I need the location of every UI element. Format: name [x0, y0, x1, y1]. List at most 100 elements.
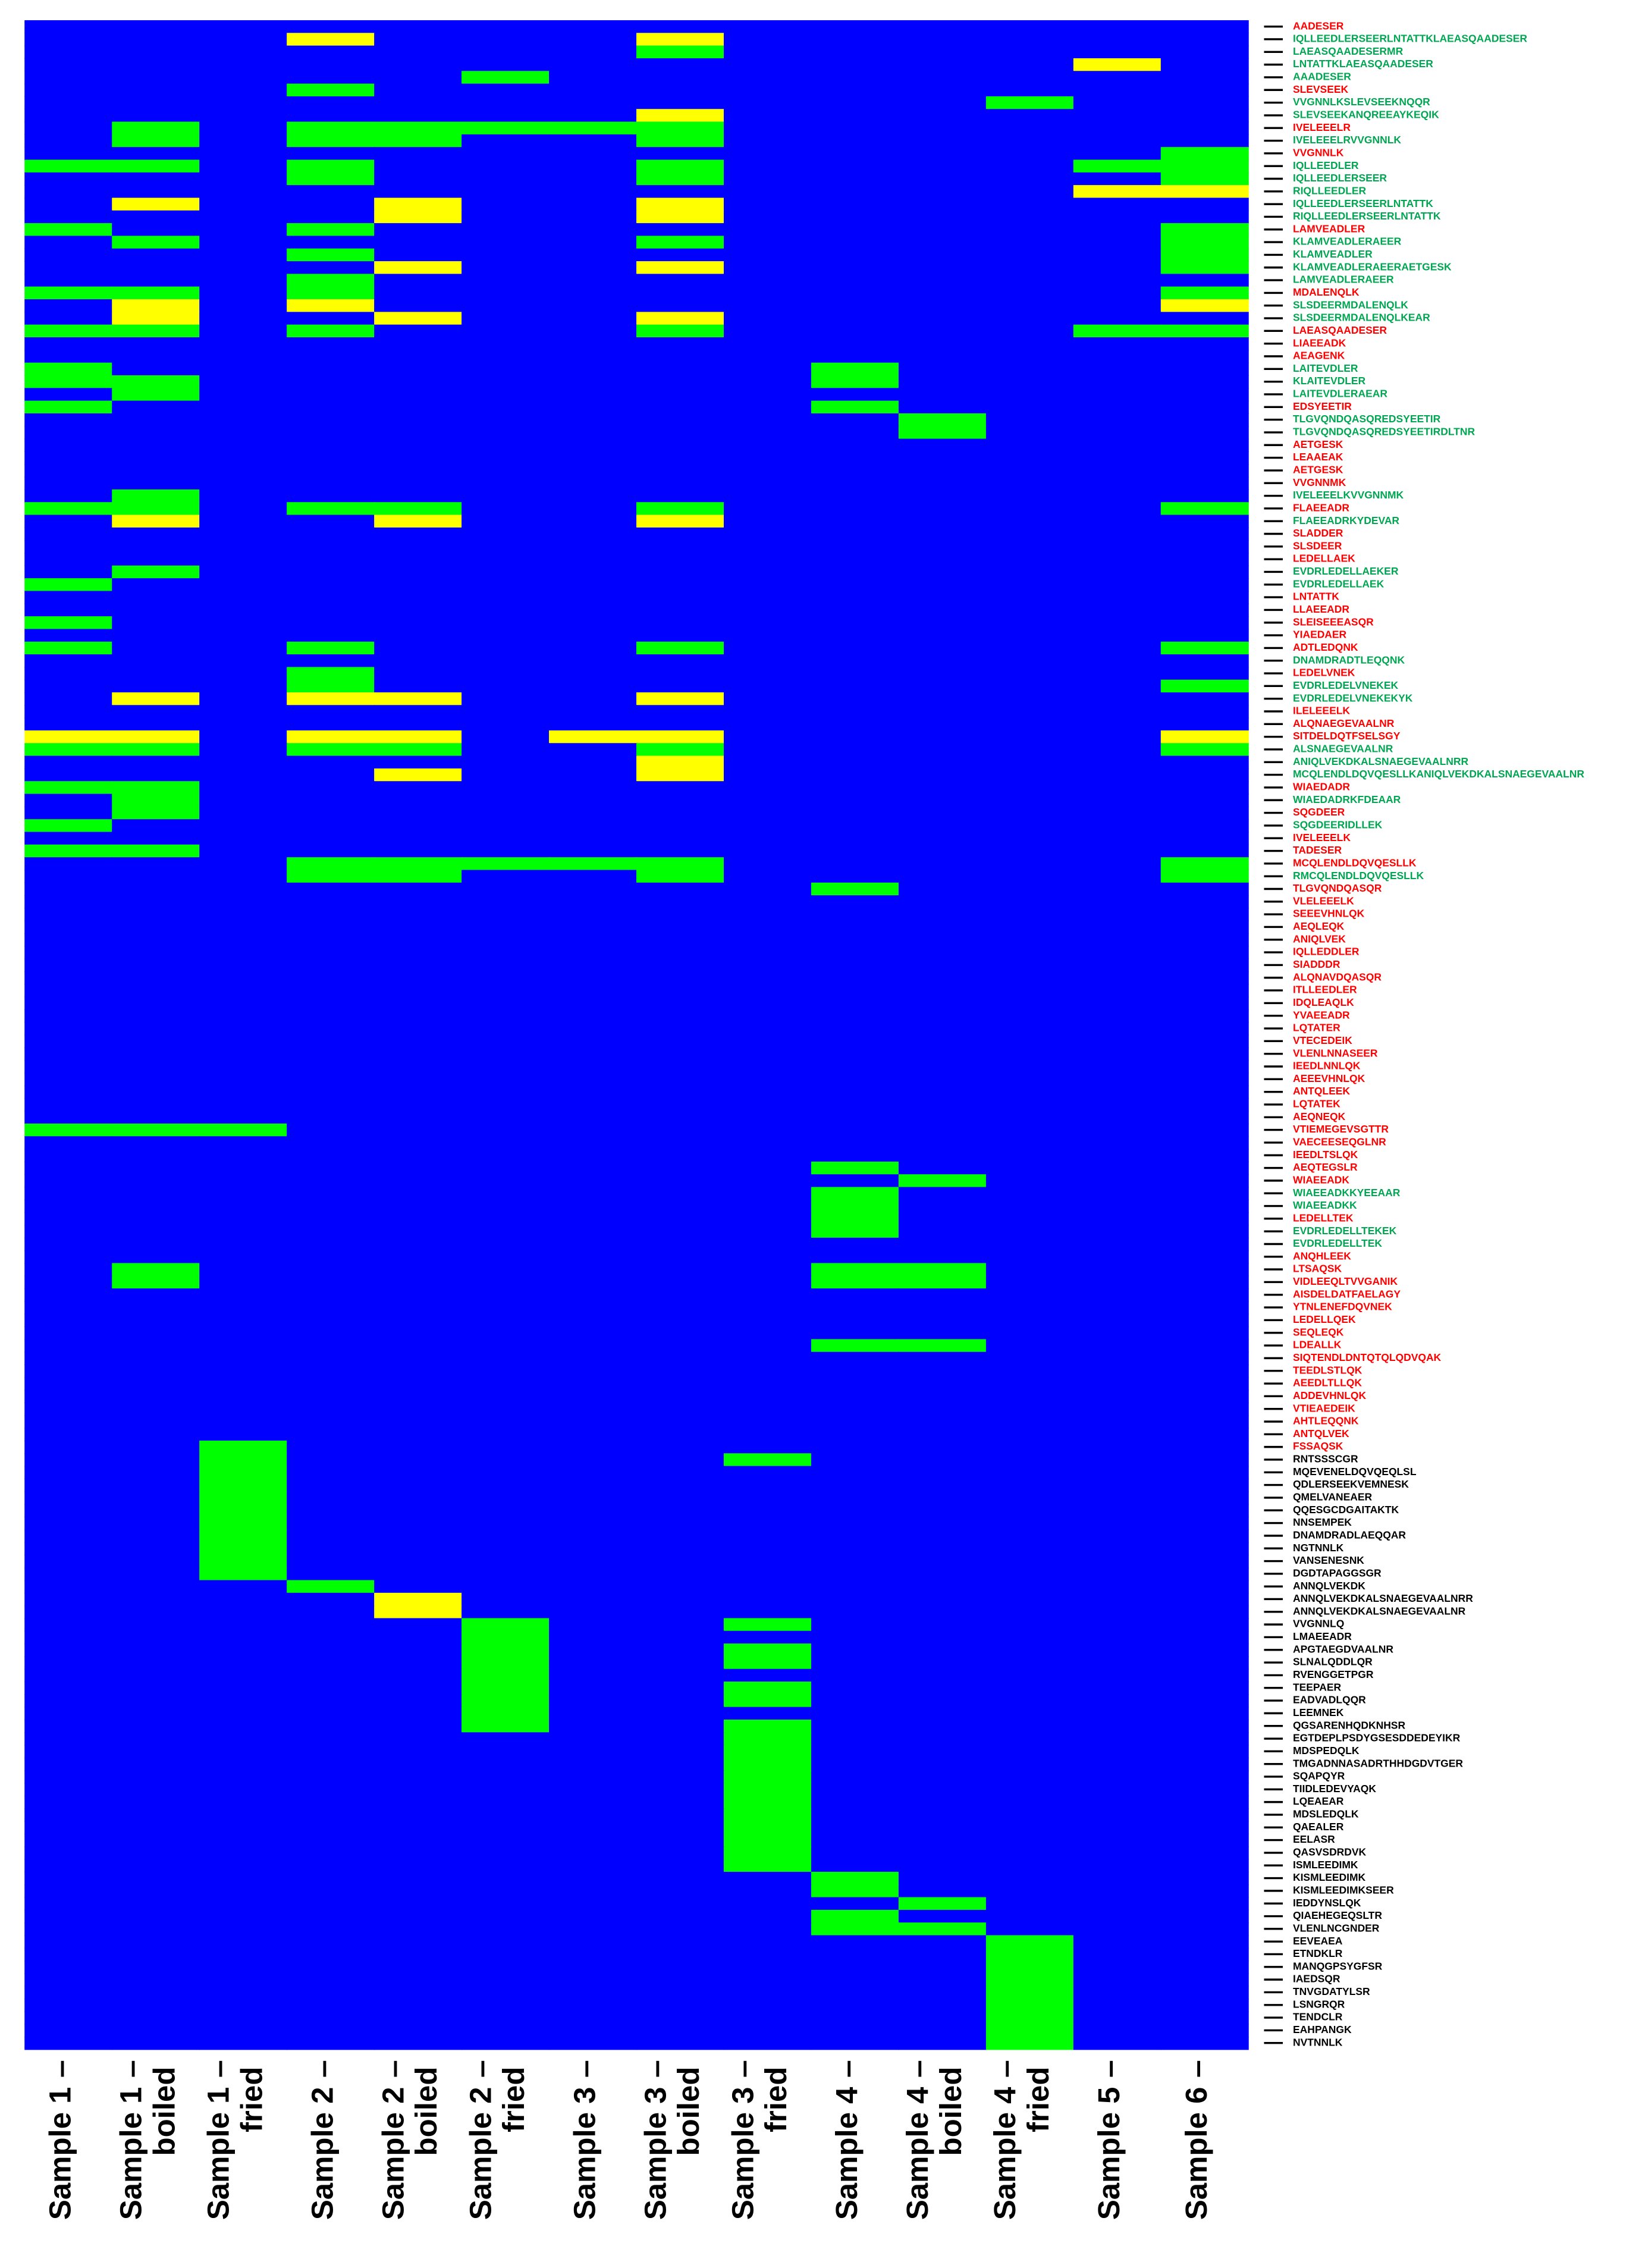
cell: [636, 1161, 724, 1175]
cell: [549, 1364, 637, 1378]
cell: [1160, 1403, 1249, 1416]
cell: [287, 223, 375, 237]
cell: [985, 1960, 1074, 1974]
row-label: VIDLEEQLTVVGANIK: [1293, 1275, 1398, 1287]
cell: [199, 565, 288, 579]
cell: [811, 147, 899, 161]
cell: [723, 1085, 812, 1099]
row-label: RMCQLENDLDQVQESLLK: [1293, 870, 1424, 882]
cell: [287, 45, 375, 59]
cell: [462, 1136, 550, 1150]
cell: [549, 1605, 637, 1619]
cell: [112, 667, 200, 680]
cell: [24, 1250, 113, 1264]
cell: [374, 1922, 463, 1936]
cell: [549, 1504, 637, 1517]
cell: [287, 1377, 375, 1391]
cell: [549, 20, 637, 34]
cell: [199, 236, 288, 249]
cell: [199, 603, 288, 617]
cell: [112, 1009, 200, 1023]
cell: [549, 489, 637, 503]
cell: [898, 616, 987, 630]
cell: [1073, 58, 1161, 72]
cell: [723, 172, 812, 186]
cell: [985, 781, 1074, 795]
column-label: Sample 2: [463, 2087, 497, 2220]
cell: [287, 1440, 375, 1454]
cell: [462, 312, 550, 325]
cell: [898, 1313, 987, 1328]
cell: [24, 299, 113, 313]
cell: [549, 261, 637, 275]
cell: [811, 1047, 899, 1061]
cell: [462, 350, 550, 363]
cell: [374, 1630, 463, 1645]
cell: [985, 1174, 1074, 1188]
cell: [374, 958, 463, 973]
row-label: IQLLEEDLERSEERLNTATTKLAEASQAADESER: [1293, 33, 1527, 45]
cell: [462, 1301, 550, 1315]
cell: [1160, 933, 1249, 947]
cell: [112, 908, 200, 921]
cell: [898, 33, 987, 46]
cell: [112, 1795, 200, 1809]
cell: [811, 920, 899, 934]
row-label: SLSDEERMDALENQLKEAR: [1293, 312, 1430, 324]
cell: [374, 819, 463, 833]
cell: [462, 1466, 550, 1479]
cell: [462, 2024, 550, 2038]
cell: [549, 1466, 637, 1479]
cell: [985, 1643, 1074, 1657]
cell: [985, 1351, 1074, 1366]
cell: [287, 629, 375, 642]
cell: [1073, 1770, 1161, 1784]
cell: [898, 489, 987, 503]
cell: [1073, 109, 1161, 123]
cell: [462, 1263, 550, 1276]
cell: [112, 337, 200, 351]
column-label: fried: [497, 2067, 530, 2132]
cell: [112, 1428, 200, 1441]
cell: [462, 502, 550, 516]
cell: [898, 1060, 987, 1074]
cell: [24, 1707, 113, 1721]
column-label: Sample 6: [1179, 2087, 1213, 2220]
cell: [636, 1364, 724, 1378]
cell: [898, 1187, 987, 1200]
cell: [898, 755, 987, 769]
cell: [24, 1301, 113, 1315]
cell: [374, 337, 463, 351]
cell: [1073, 1947, 1161, 1962]
cell: [24, 654, 113, 668]
cell: [24, 781, 113, 795]
cell: [898, 730, 987, 744]
cell: [811, 502, 899, 516]
cell: [549, 1821, 637, 1834]
cell: [1073, 1999, 1161, 2012]
cell: [636, 844, 724, 858]
cell: [1160, 1668, 1249, 1683]
cell: [723, 1745, 812, 1758]
cell: [1160, 400, 1249, 414]
cell: [1073, 996, 1161, 1011]
cell: [723, 1225, 812, 1238]
cell: [462, 1199, 550, 1213]
cell: [636, 1707, 724, 1721]
cell: [898, 1783, 987, 1796]
cell: [898, 1999, 987, 2012]
cell: [636, 83, 724, 97]
cell: [462, 819, 550, 833]
cell: [636, 1339, 724, 1353]
row-label: LIAEEADK: [1293, 337, 1346, 349]
cell: [811, 882, 899, 896]
cell: [985, 1060, 1074, 1074]
cell: [549, 832, 637, 845]
cell: [985, 946, 1074, 959]
cell: [199, 413, 288, 427]
cell: [199, 743, 288, 757]
cell: [898, 895, 987, 909]
cell: [374, 1098, 463, 1112]
cell: [1073, 362, 1161, 376]
cell: [112, 45, 200, 59]
